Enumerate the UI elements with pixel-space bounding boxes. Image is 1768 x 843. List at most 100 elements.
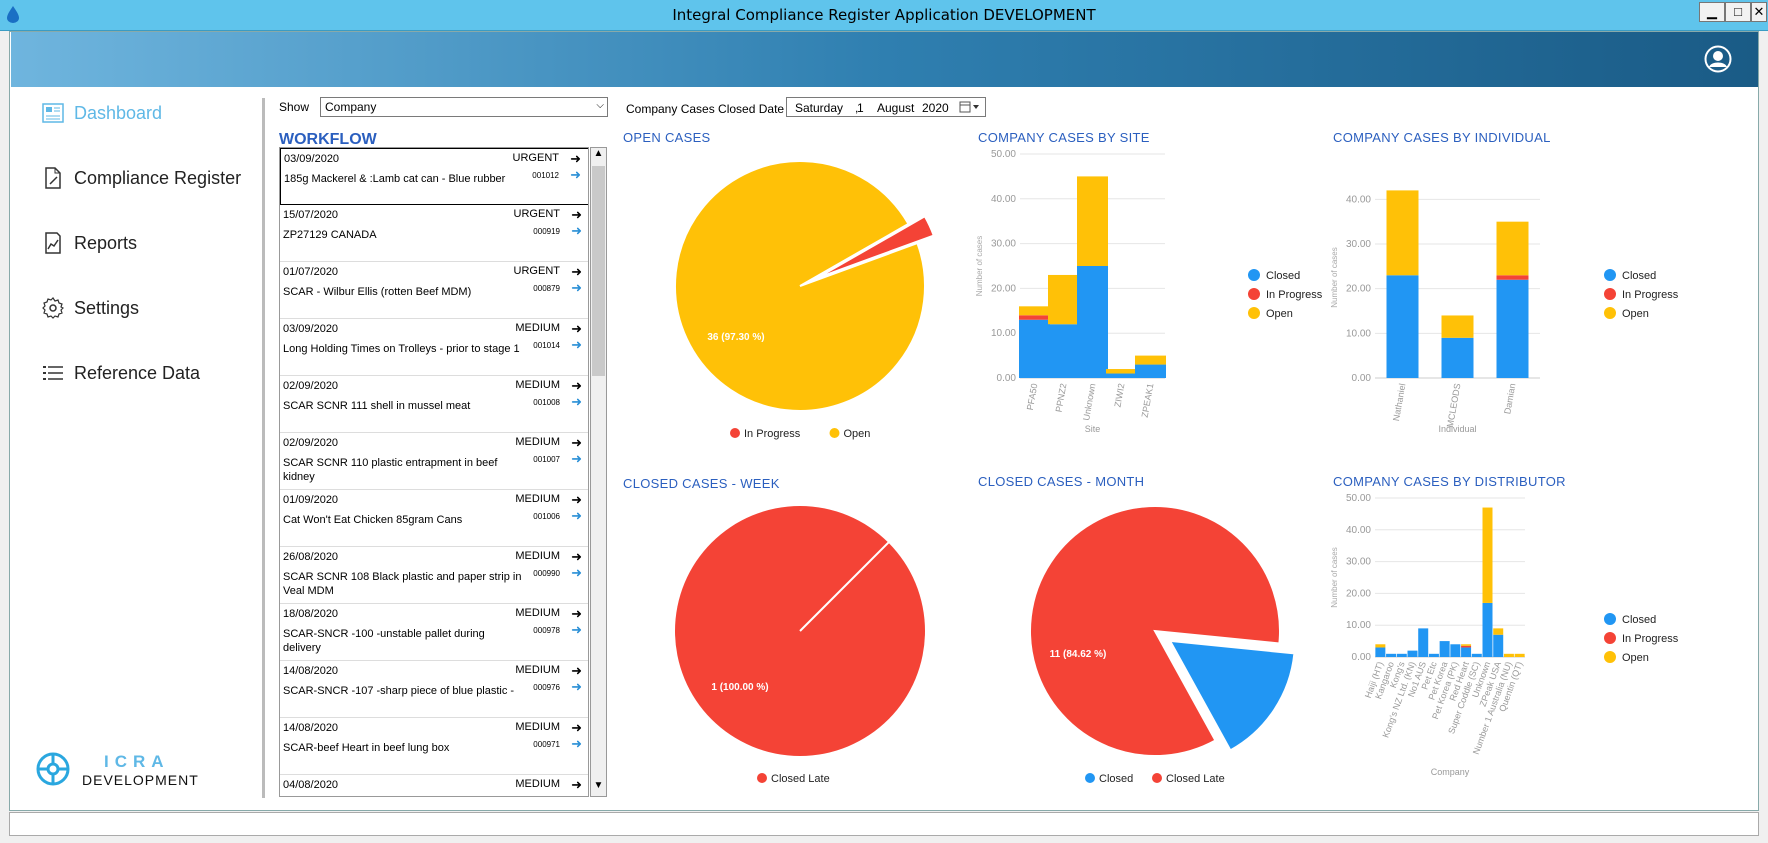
workflow-item[interactable]: 04/08/2020 MEDIUM ➜	[280, 775, 588, 796]
open-case-arrow-icon[interactable]: ➜	[571, 622, 582, 637]
date-year: 2020	[922, 101, 949, 115]
open-case-arrow-icon[interactable]: ➜	[571, 451, 582, 466]
workflow-item[interactable]: 01/07/2020 URGENT ➜ 000879 ➜ SCAR - Wilbur El…	[280, 262, 588, 319]
arrow-right-icon[interactable]: ➜	[571, 264, 582, 279]
open-case-arrow-icon[interactable]: ➜	[571, 679, 582, 694]
workflow-item-priority: URGENT	[512, 152, 559, 164]
workflow-item[interactable]: 14/08/2020 MEDIUM ➜ 000971 ➜ SCAR-beef Heart …	[280, 718, 588, 775]
dashboard-icon	[42, 103, 64, 123]
workflow-item[interactable]: 02/09/2020 MEDIUM ➜ 001007 ➜ SCAR SCNR 110 pl…	[280, 433, 588, 490]
logo-name: ICRA	[104, 752, 170, 771]
user-account-icon[interactable]	[1704, 45, 1732, 73]
date-month: August	[877, 101, 915, 115]
list-icon	[43, 366, 63, 380]
open-case-arrow-icon[interactable]: ➜	[571, 508, 582, 523]
workflow-title: WORKFLOW	[279, 131, 377, 148]
scroll-up-icon[interactable]: ▲	[593, 148, 604, 159]
nav-dashboard-label: Dashboard	[74, 102, 163, 123]
workflow-item[interactable]: 15/07/2020 URGENT ➜ 000919 ➜ ZP27129 CANADA	[280, 205, 588, 262]
open-case-arrow-icon[interactable]: ➜	[571, 736, 582, 751]
workflow-item-date: 26/08/2020	[283, 551, 339, 563]
workflow-item-text: ZP27129 CANADA	[283, 229, 377, 241]
app-logo: ICRA DEVELOPMENT	[36, 750, 206, 794]
workflow-item-date: 03/09/2020	[283, 323, 339, 335]
workflow-item-priority: MEDIUM	[515, 664, 560, 676]
open-case-arrow-icon[interactable]: ➜	[571, 565, 582, 580]
arrow-right-icon[interactable]: ➜	[571, 378, 582, 393]
arrow-right-icon[interactable]: ➜	[570, 151, 581, 166]
arrow-right-icon[interactable]: ➜	[571, 321, 582, 336]
workflow-item-priority: URGENT	[513, 208, 560, 220]
workflow-item-date: 01/09/2020	[283, 494, 339, 506]
workflow-item-priority: MEDIUM	[515, 721, 560, 733]
nav-settings[interactable]: Settings	[42, 293, 139, 323]
scroll-thumb[interactable]	[592, 166, 605, 376]
workflow-item-number: 000976	[533, 683, 560, 692]
closed-date-picker[interactable]: Saturday , 1 August 2020	[786, 97, 986, 117]
workflow-item[interactable]: 03/09/2020 URGENT ➜ 001012 ➜ 185g Mackerel & …	[280, 148, 588, 205]
workflow-item[interactable]: 18/08/2020 MEDIUM ➜ 000978 ➜ SCAR-SNCR -100 -…	[280, 604, 588, 661]
open-case-arrow-icon[interactable]: ➜	[571, 223, 582, 238]
nav-reference-data[interactable]: Reference Data	[42, 358, 200, 388]
workflow-item-text: Cat Won't Eat Chicken 85gram Cans	[283, 514, 463, 526]
scroll-down-icon[interactable]: ▼	[593, 780, 604, 791]
workflow-item-priority: MEDIUM	[515, 379, 560, 391]
maximize-button[interactable]: □	[1725, 2, 1751, 22]
date-label: Company Cases Closed Date	[626, 102, 785, 116]
workflow-list[interactable]: 03/09/2020 URGENT ➜ 001012 ➜ 185g Mackerel & …	[279, 147, 589, 797]
workflow-item-priority: URGENT	[513, 265, 560, 277]
chart-title-open-cases: OPEN CASES	[623, 130, 711, 145]
app-icon	[7, 6, 19, 23]
open-case-arrow-icon[interactable]: ➜	[571, 280, 582, 295]
workflow-item-date: 18/08/2020	[283, 608, 339, 620]
nav-settings-label: Settings	[74, 297, 140, 318]
workflow-item-text: SCAR - Wilbur Ellis (rotten Beef MDM)	[283, 286, 472, 298]
workflow-item[interactable]: 01/09/2020 MEDIUM ➜ 001006 ➜ Cat Won't Eat Ch…	[280, 490, 588, 547]
nav-dashboard[interactable]: Dashboard	[42, 98, 162, 128]
date-sep: ,	[855, 101, 859, 115]
nav-compliance-register[interactable]: Compliance Register	[42, 163, 241, 193]
workflow-item[interactable]: 26/08/2020 MEDIUM ➜ 000990 ➜ SCAR SCNR 108 Bl…	[280, 547, 588, 604]
workflow-item-priority: MEDIUM	[515, 778, 560, 790]
open-case-arrow-icon[interactable]: ➜	[571, 394, 582, 409]
arrow-right-icon[interactable]: ➜	[571, 207, 582, 222]
arrow-right-icon[interactable]: ➜	[571, 435, 582, 450]
minimize-button[interactable]: ▁	[1699, 2, 1725, 22]
arrow-right-icon[interactable]: ➜	[571, 492, 582, 507]
app-header	[11, 32, 1758, 87]
workflow-item[interactable]: 03/09/2020 MEDIUM ➜ 001014 ➜ Long Holding Tim…	[280, 319, 588, 376]
chart-title-cases-by-distributor: COMPANY CASES BY DISTRIBUTOR	[1333, 474, 1566, 489]
arrow-right-icon[interactable]: ➜	[571, 606, 582, 621]
workflow-item-date: 01/07/2020	[283, 266, 339, 278]
workflow-item-date: 14/08/2020	[283, 722, 339, 734]
nav-reports-label: Reports	[74, 232, 138, 253]
workflow-item-number: 000879	[533, 284, 560, 293]
workflow-item-priority: MEDIUM	[515, 322, 560, 334]
workflow-item[interactable]: 02/09/2020 MEDIUM ➜ 001008 ➜ SCAR SCNR 111 sh…	[280, 376, 588, 433]
document-edit-icon	[45, 167, 61, 189]
show-select[interactable]: Company ⌵	[320, 97, 608, 117]
open-case-arrow-icon[interactable]: ➜	[571, 337, 582, 352]
arrow-right-icon[interactable]: ➜	[571, 777, 582, 792]
chart-title-cases-by-site: COMPANY CASES BY SITE	[978, 130, 1150, 145]
workflow-item-text: SCAR-beef Heart in beef lung box	[283, 742, 450, 754]
chart-title-closed-week: CLOSED CASES - WEEK	[623, 476, 780, 491]
arrow-right-icon[interactable]: ➜	[571, 663, 582, 678]
chevron-down-icon: ⌵	[596, 100, 604, 111]
workflow-item[interactable]: 14/08/2020 MEDIUM ➜ 000976 ➜ SCAR-SNCR -107 -…	[280, 661, 588, 718]
arrow-right-icon[interactable]: ➜	[571, 549, 582, 564]
workflow-scrollbar[interactable]: ▲ ▼	[590, 147, 607, 797]
open-case-arrow-icon[interactable]: ➜	[570, 167, 581, 182]
close-button[interactable]: ✕	[1751, 2, 1767, 22]
show-label: Show	[279, 100, 310, 114]
nav-reports[interactable]: Reports	[42, 228, 137, 258]
calendar-icon[interactable]	[959, 101, 981, 113]
workflow-item-number: 001014	[533, 341, 560, 350]
workflow-item-number: 001012	[532, 171, 559, 180]
window-title: Integral Compliance Register Application…	[672, 6, 1096, 24]
workflow-item-text: SCAR SCNR 111 shell in mussel meat	[283, 400, 471, 412]
arrow-right-icon[interactable]: ➜	[571, 720, 582, 735]
workflow-item-number: 000919	[533, 227, 560, 236]
workflow-item-text: SCAR SCNR 110 plastic entrapment in beef…	[283, 457, 498, 483]
workflow-item-priority: MEDIUM	[515, 607, 560, 619]
